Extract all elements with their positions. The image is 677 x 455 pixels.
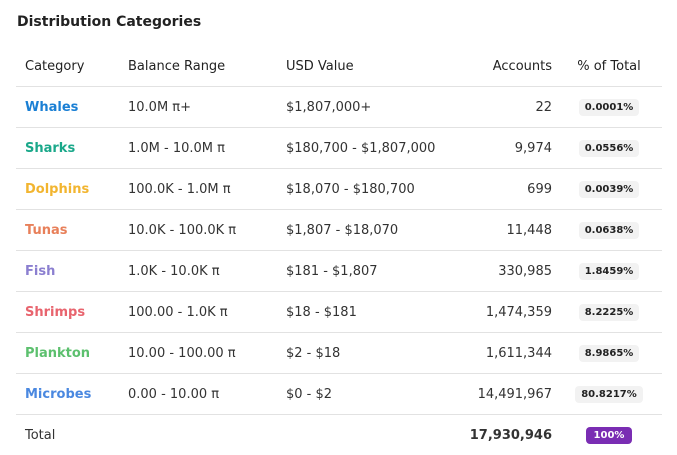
category-name: Microbes [16, 374, 119, 415]
total-accounts: 17,930,946 [451, 415, 564, 455]
accounts: 9,974 [451, 128, 564, 169]
total-badge: 100% [586, 427, 633, 444]
percent-cell: 0.0039% [564, 169, 662, 210]
percent-badge: 0.0001% [579, 99, 640, 116]
balance-range: 10.00 - 100.00 π [119, 333, 277, 374]
category-name: Shrimps [16, 292, 119, 333]
accounts: 14,491,967 [451, 374, 564, 415]
column-header: Balance Range [119, 46, 277, 87]
category-name: Sharks [16, 128, 119, 169]
usd-value: $180,700 - $1,807,000 [277, 128, 451, 169]
percent-cell: 80.8217% [564, 374, 662, 415]
percent-badge: 0.0039% [579, 181, 640, 198]
usd-value: $18 - $181 [277, 292, 451, 333]
balance-range: 100.00 - 1.0K π [119, 292, 277, 333]
usd-value: $2 - $18 [277, 333, 451, 374]
empty-cell [119, 415, 277, 455]
percent-badge: 0.0638% [579, 222, 640, 239]
total-row: Total 17,930,946 100% [16, 415, 662, 455]
balance-range: 10.0M π+ [119, 87, 277, 128]
column-header: Category [16, 46, 119, 87]
empty-cell [277, 415, 451, 455]
percent-cell: 8.9865% [564, 333, 662, 374]
total-label: Total [16, 415, 119, 455]
balance-range: 100.0K - 1.0M π [119, 169, 277, 210]
balance-range: 1.0M - 10.0M π [119, 128, 277, 169]
balance-range: 10.0K - 100.0K π [119, 210, 277, 251]
accounts: 699 [451, 169, 564, 210]
percent-badge: 8.9865% [579, 345, 640, 362]
accounts: 22 [451, 87, 564, 128]
accounts: 1,611,344 [451, 333, 564, 374]
usd-value: $181 - $1,807 [277, 251, 451, 292]
column-header: % of Total [564, 46, 662, 87]
category-name: Dolphins [16, 169, 119, 210]
percent-cell: 0.0001% [564, 87, 662, 128]
accounts: 1,474,359 [451, 292, 564, 333]
category-name: Fish [16, 251, 119, 292]
accounts: 11,448 [451, 210, 564, 251]
balance-range: 0.00 - 10.00 π [119, 374, 277, 415]
percent-badge: 80.8217% [575, 386, 643, 403]
category-name: Whales [16, 87, 119, 128]
usd-value: $1,807 - $18,070 [277, 210, 451, 251]
percent-badge: 1.8459% [579, 263, 640, 280]
accounts: 330,985 [451, 251, 564, 292]
usd-value: $1,807,000+ [277, 87, 451, 128]
percent-badge: 8.2225% [579, 304, 640, 321]
column-header: USD Value [277, 46, 451, 87]
category-name: Plankton [16, 333, 119, 374]
percent-cell: 0.0556% [564, 128, 662, 169]
category-name: Tunas [16, 210, 119, 251]
usd-value: $18,070 - $180,700 [277, 169, 451, 210]
percent-cell: 1.8459% [564, 251, 662, 292]
usd-value: $0 - $2 [277, 374, 451, 415]
percent-cell: 100% [564, 415, 662, 455]
card-title: Distribution Categories [17, 14, 201, 30]
column-header: Accounts [451, 46, 564, 87]
balance-range: 1.0K - 10.0K π [119, 251, 277, 292]
percent-badge: 0.0556% [579, 140, 640, 157]
percent-cell: 8.2225% [564, 292, 662, 333]
percent-cell: 0.0638% [564, 210, 662, 251]
